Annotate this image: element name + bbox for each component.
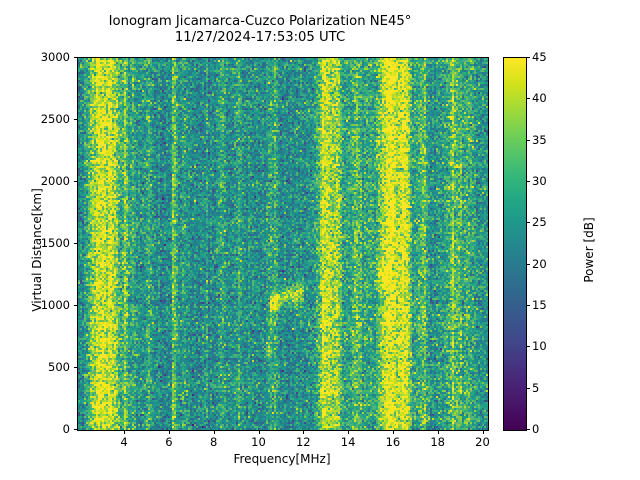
colorbar-tick-label: 20 bbox=[532, 256, 547, 271]
x-tick bbox=[437, 430, 439, 434]
y-tick-label: 500 bbox=[48, 360, 70, 374]
y-tick-label: 2500 bbox=[40, 112, 70, 126]
y-tick-label: 1500 bbox=[40, 236, 70, 250]
colorbar-tick bbox=[526, 222, 530, 224]
colorbar-tick-label: 0 bbox=[532, 422, 540, 436]
colorbar-tick bbox=[526, 429, 530, 430]
colorbar-tick-label: 30 bbox=[532, 174, 547, 188]
y-tick bbox=[73, 429, 77, 430]
x-tick-label: 4 bbox=[120, 435, 128, 449]
x-tick-label: 6 bbox=[165, 435, 173, 449]
y-tick-label: 0 bbox=[62, 422, 70, 436]
x-tick-label: 8 bbox=[210, 435, 218, 449]
colorbar-tick bbox=[526, 139, 530, 141]
x-tick-label: 16 bbox=[385, 435, 401, 449]
y-tick-label: 3000 bbox=[40, 50, 70, 64]
chart-title: Ionogram Jicamarca-Cuzco Polarization NE… bbox=[0, 14, 520, 45]
y-tick bbox=[73, 305, 77, 306]
x-tick bbox=[482, 430, 484, 434]
colorbar-tick-label: 5 bbox=[532, 380, 540, 395]
colorbar-tick-label: 40 bbox=[532, 91, 547, 106]
x-tick-label: 14 bbox=[340, 435, 356, 449]
ionogram-heatmap-canvas bbox=[78, 58, 488, 430]
colorbar-tick-label: 25 bbox=[532, 215, 547, 230]
x-tick bbox=[303, 430, 305, 434]
heatmap-plot-area bbox=[77, 57, 489, 431]
colorbar-tick-label: 35 bbox=[532, 132, 547, 147]
colorbar-tick bbox=[526, 57, 530, 58]
y-axis-label: Virtual Distance[km] bbox=[30, 188, 44, 312]
x-tick bbox=[392, 430, 394, 434]
x-tick bbox=[124, 430, 125, 434]
colorbar-tick bbox=[526, 181, 530, 182]
x-tick bbox=[213, 430, 215, 434]
y-tick bbox=[73, 367, 77, 368]
y-tick bbox=[73, 181, 77, 182]
colorbar-tick-label: 10 bbox=[532, 339, 547, 354]
x-tick bbox=[258, 430, 260, 434]
y-tick bbox=[73, 119, 77, 120]
chart-title-line-1: Ionogram Jicamarca-Cuzco Polarization NE… bbox=[108, 14, 412, 29]
y-tick bbox=[73, 57, 77, 58]
colorbar-tick bbox=[526, 263, 530, 265]
y-axis-tick-labels: 0 500 1000 1500 2000 2500 3000 bbox=[0, 0, 70, 480]
x-tick-label: 18 bbox=[430, 435, 446, 449]
x-tick-label: 12 bbox=[295, 435, 311, 449]
y-tick-label: 2000 bbox=[40, 174, 70, 188]
colorbar-label: Power [dB] bbox=[582, 217, 596, 283]
y-tick bbox=[73, 243, 77, 244]
chart-title-line-2: 11/27/2024-17:53:05 UTC bbox=[174, 29, 346, 45]
colorbar-tick bbox=[526, 346, 530, 348]
x-axis-label: Frequency[MHz] bbox=[233, 452, 331, 466]
y-tick-label: 1000 bbox=[40, 298, 70, 312]
colorbar bbox=[503, 57, 527, 431]
colorbar-tick bbox=[526, 305, 530, 306]
colorbar-tick-label: 15 bbox=[532, 298, 547, 312]
colorbar-tick bbox=[526, 387, 530, 389]
x-tick bbox=[168, 430, 170, 434]
colorbar-tick-label: 45 bbox=[532, 50, 547, 64]
x-tick-label: 10 bbox=[251, 435, 266, 449]
x-tick bbox=[348, 430, 350, 434]
colorbar-tick bbox=[526, 98, 530, 100]
x-tick-label: 20 bbox=[475, 435, 490, 449]
